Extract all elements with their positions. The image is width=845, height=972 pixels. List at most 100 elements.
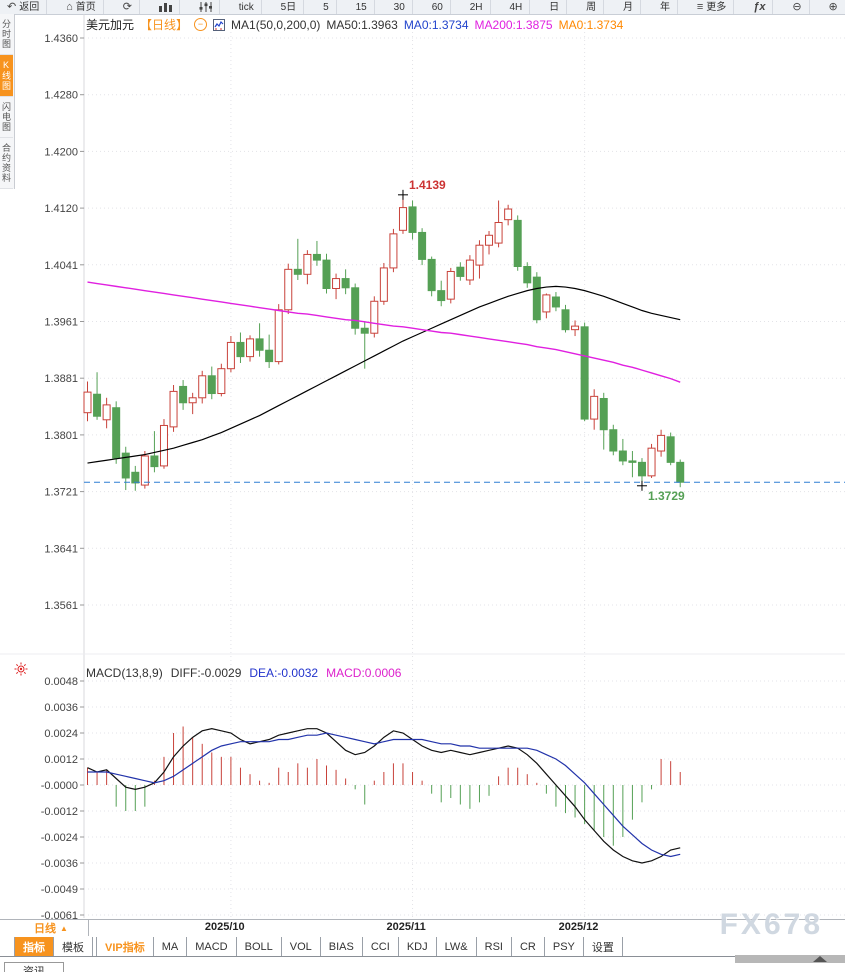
tab-macd[interactable]: MACD	[187, 937, 237, 956]
x-axis-label: 2025/11	[386, 921, 426, 933]
tab-bias[interactable]: BIAS	[320, 937, 363, 956]
chevron-up-icon: ▲	[60, 923, 68, 933]
svg-text:1.3801: 1.3801	[44, 430, 78, 442]
sidebar-item-timeshare[interactable]: 分时图	[0, 14, 13, 55]
svg-text:-0.0000: -0.0000	[41, 780, 78, 792]
x-axis-strip: 日线 ▲ 2025/10 2025/11 2025/12	[0, 919, 845, 938]
collapse-indicator-icon[interactable]: −	[194, 18, 208, 31]
home-button[interactable]: ⌂ 首页	[59, 0, 104, 14]
tab-indicator[interactable]: 指标	[14, 937, 54, 956]
period-day-button[interactable]: 日	[542, 0, 568, 14]
tab-news[interactable]: 资讯	[4, 962, 64, 972]
x-axis-label: 2025/10	[204, 921, 245, 933]
x-axis-label: 2025/12	[558, 921, 599, 933]
back-icon: ↶	[7, 0, 17, 13]
tab-psy[interactable]: PSY	[544, 937, 584, 956]
svg-text:0.0048: 0.0048	[44, 676, 78, 688]
main-chart-header: 美元加元 【日线】 − MA1(50,0,200,0) MA50:1.3963 …	[86, 17, 624, 33]
svg-text:1.4200: 1.4200	[44, 146, 78, 158]
svg-text:-0.0049: -0.0049	[41, 884, 78, 896]
sidebar-item-contract-info[interactable]: 合约资料	[0, 138, 13, 189]
zoom-out-icon: ⊖	[792, 0, 802, 13]
back-button[interactable]: ↶ 返回	[0, 0, 48, 14]
period-2h-button[interactable]: 2H	[463, 0, 491, 14]
tab-vol[interactable]: VOL	[281, 937, 321, 956]
svg-text:1.4139: 1.4139	[409, 178, 446, 192]
svg-text:1.3881: 1.3881	[44, 373, 78, 385]
period-selector-button[interactable]: 日线 ▲	[14, 920, 89, 936]
svg-text:-0.0012: -0.0012	[41, 806, 78, 818]
period-5m-button[interactable]: 5	[316, 0, 337, 14]
zoom-in-button[interactable]: ⊕	[822, 0, 845, 14]
refresh-icon: ⟳	[122, 0, 132, 13]
more-button[interactable]: ≡ 更多	[690, 0, 735, 14]
ma-config: MA1(50,0,200,0)	[231, 17, 321, 32]
indicator-settings-button[interactable]	[192, 0, 220, 14]
tab-lwr[interactable]: LW&	[436, 937, 477, 956]
dea-value: DEA:-0.0032	[249, 665, 319, 680]
period-year-button[interactable]: 年	[653, 0, 678, 14]
tab-boll[interactable]: BOLL	[236, 937, 282, 956]
svg-text:1.3641: 1.3641	[44, 543, 78, 555]
triangle-up-icon	[813, 956, 827, 962]
ma0-orange-value: MA0:1.3734	[558, 17, 624, 32]
bar-chart-icon	[158, 3, 172, 12]
macd-histogram	[87, 726, 681, 846]
tab-template[interactable]: 模板	[54, 937, 93, 956]
macd-value: MACD:0.0006	[326, 665, 402, 680]
indicator-settings-icon[interactable]	[14, 662, 28, 676]
period-60m-button[interactable]: 60	[425, 0, 451, 14]
ma0-blue-value: MA0:1.3734	[403, 17, 469, 32]
top-toolbar: ↶ 返回 ⌂ 首页 ⟳ tick 5日 5 15 30 60 2H 4H 日	[0, 0, 845, 15]
macd-header: MACD(13,8,9) DIFF:-0.0029 DEA:-0.0032 MA…	[86, 665, 402, 680]
diff-value: DIFF:-0.0029	[170, 665, 242, 680]
chart-type-button[interactable]	[152, 0, 180, 14]
home-icon: ⌂	[66, 0, 73, 13]
candlesticks	[83, 194, 685, 491]
panel-expand-handle[interactable]	[735, 955, 845, 963]
zoom-in-icon: ⊕	[828, 0, 838, 13]
svg-text:-0.0036: -0.0036	[41, 858, 78, 870]
price-chart-canvas[interactable]: 1.4360 1.4280 1.4200 1.4120 1.4041 1.3961 1.38…	[0, 14, 845, 919]
zoom-out-button[interactable]: ⊖	[785, 0, 810, 14]
tab-vip-indicator[interactable]: VIP指标	[96, 937, 154, 956]
watermark: FX678	[719, 908, 823, 941]
tab-cr[interactable]: CR	[511, 937, 545, 956]
svg-text:-0.0024: -0.0024	[41, 832, 78, 844]
period-tick-button[interactable]: tick	[232, 0, 262, 14]
svg-text:1.4120: 1.4120	[44, 203, 78, 215]
sliders-icon	[199, 2, 212, 12]
more-icon: ≡	[696, 0, 704, 13]
chart-type-sidebar: 分时图 K线图 闪电图 合约资料	[0, 14, 15, 189]
bottom-strip: 资讯	[0, 955, 845, 972]
fx-icon: ƒx	[753, 0, 766, 13]
tab-rsi[interactable]: RSI	[476, 937, 512, 956]
macd-config: MACD(13,8,9)	[86, 665, 163, 680]
svg-text:1.4280: 1.4280	[44, 90, 78, 102]
period-5d-button[interactable]: 5日	[274, 0, 305, 14]
svg-text:0.0024: 0.0024	[44, 728, 78, 740]
period-4h-button[interactable]: 4H	[502, 0, 531, 14]
period-30m-button[interactable]: 30	[387, 0, 413, 14]
tab-kdj[interactable]: KDJ	[398, 937, 437, 956]
svg-text:1.3561: 1.3561	[44, 600, 78, 612]
tab-ma[interactable]: MA	[153, 937, 188, 956]
period-month-button[interactable]: 月	[616, 0, 642, 14]
svg-text:1.3961: 1.3961	[44, 317, 78, 329]
ma200-value: MA200:1.3875	[474, 17, 553, 32]
kline-mini-icon[interactable]	[213, 18, 226, 31]
period-15m-button[interactable]: 15	[349, 0, 375, 14]
tab-cci[interactable]: CCI	[362, 937, 399, 956]
refresh-button[interactable]: ⟳	[116, 0, 140, 14]
period-week-button[interactable]: 周	[579, 0, 605, 14]
tab-settings[interactable]: 设置	[583, 937, 623, 956]
period-tag: 【日线】	[140, 18, 189, 32]
sidebar-item-lightning[interactable]: 闪电图	[0, 97, 13, 138]
svg-text:0.0012: 0.0012	[44, 754, 78, 766]
svg-text:1.4360: 1.4360	[44, 33, 78, 45]
fx-formula-button[interactable]: ƒx	[746, 0, 774, 14]
svg-text:1.3729: 1.3729	[648, 489, 685, 503]
sidebar-item-kline[interactable]: K线图	[0, 55, 13, 97]
svg-text:-0.0061: -0.0061	[41, 910, 78, 919]
